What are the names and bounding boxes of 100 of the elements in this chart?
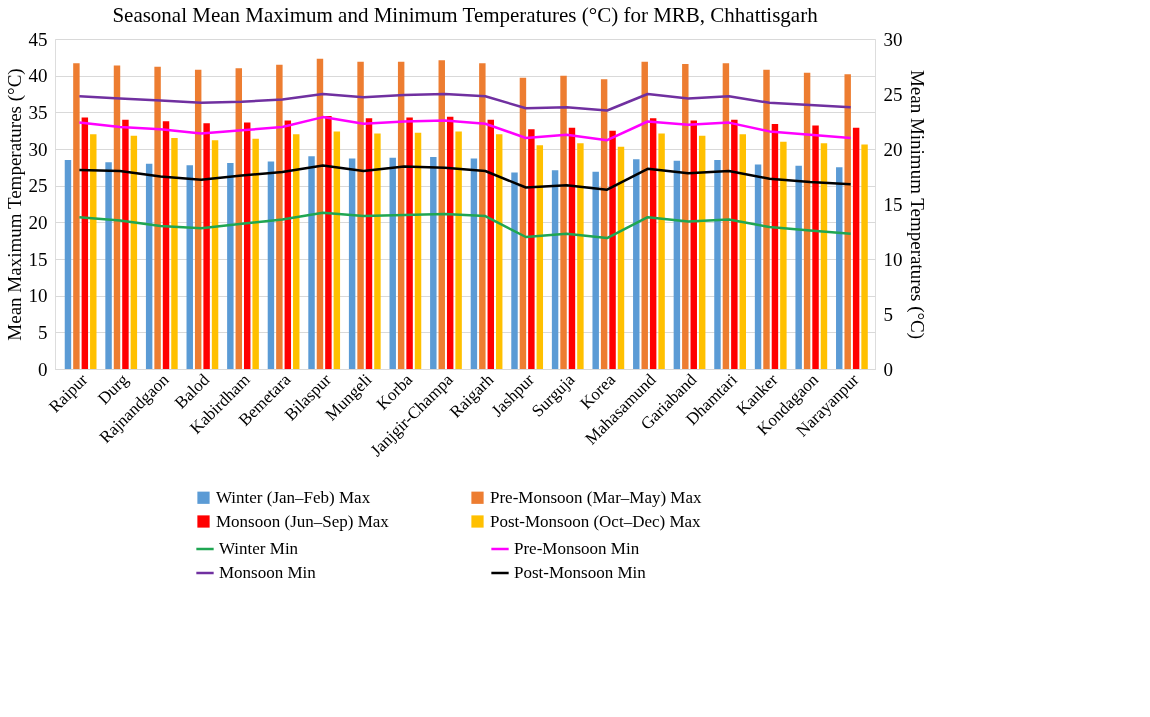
bar: [211, 140, 219, 369]
bar: [130, 135, 138, 369]
y2-tick-label: 15: [883, 193, 903, 215]
y2-tick-label: 30: [883, 28, 903, 50]
bar: [495, 134, 503, 369]
bar: [592, 171, 599, 369]
bar: [649, 118, 657, 369]
bar: [487, 119, 495, 369]
bar: [430, 157, 437, 369]
y-tick-label: 5: [38, 321, 48, 343]
bar: [771, 124, 779, 369]
bar: [90, 134, 97, 369]
y2-tick-label: 0: [883, 358, 893, 380]
y-tick-label: 35: [28, 101, 48, 123]
bar: [600, 79, 608, 369]
y2-tick-label: 10: [883, 248, 903, 270]
bar: [171, 138, 178, 369]
bar: [852, 127, 860, 369]
y-tick-label: 20: [28, 211, 48, 233]
bar: [162, 121, 170, 369]
y-axis-title: Mean Maximum Temperatures (°C): [3, 68, 26, 341]
legend-label: Winter (Jan–Feb) Max: [216, 487, 371, 507]
bar: [528, 129, 535, 369]
legend-label: Post-Monsoon Min: [514, 563, 647, 582]
bar: [267, 161, 275, 369]
line-series: [78, 92, 852, 112]
chart-title: Seasonal Mean Maximum and Minimum Temperatures (°C) for MRB, Chhattisgarh: [112, 3, 819, 27]
bar: [641, 61, 648, 369]
bar: [763, 69, 770, 369]
bar: [293, 134, 300, 369]
bar: [803, 72, 811, 369]
bar: [690, 120, 697, 369]
bar: [73, 63, 80, 369]
y-tick-label: 40: [28, 65, 48, 87]
bar: [325, 116, 332, 369]
bar: [389, 157, 396, 369]
bar: [568, 127, 576, 369]
bar: [64, 160, 72, 369]
bar: [397, 61, 405, 369]
bar: [560, 75, 567, 369]
bar: [235, 68, 243, 369]
bar: [252, 138, 259, 369]
bar: [722, 63, 730, 369]
bar: [754, 164, 762, 369]
y-tick-label: 15: [28, 248, 48, 270]
bar: [81, 117, 89, 369]
y2-tick-label: 25: [883, 83, 903, 105]
bar: [658, 133, 665, 369]
bar: [227, 162, 234, 369]
legend-label: Pre-Monsoon (Mar–May) Max: [490, 487, 703, 507]
bar: [414, 132, 422, 369]
bar: [374, 133, 381, 369]
y2-tick-label: 5: [883, 303, 893, 325]
y-tick-label: 30: [28, 138, 48, 160]
bar: [714, 160, 721, 369]
bar: [154, 66, 161, 369]
y-tick-label: 25: [28, 175, 48, 197]
bar: [105, 162, 112, 369]
legend-label: Monsoon Min: [219, 563, 317, 582]
line-series: [78, 115, 852, 142]
bar: [861, 144, 868, 369]
legend-label: Pre-Monsoon Min: [514, 539, 640, 558]
bar: [357, 61, 364, 369]
bar: [617, 146, 625, 369]
bar: [276, 64, 283, 369]
y-tick-label: 45: [28, 28, 48, 50]
bar: [145, 163, 153, 369]
bar: [836, 167, 843, 369]
bar: [438, 60, 445, 369]
y2-axis-title: Mean Minimum Temperatures (°C): [905, 69, 928, 340]
y-tick-label: 0: [38, 358, 48, 380]
bar: [122, 119, 129, 369]
bar: [536, 145, 544, 369]
bar: [698, 135, 706, 369]
bar: [844, 74, 851, 369]
bar: [795, 165, 802, 369]
bar: [186, 165, 193, 369]
bar: [731, 119, 738, 369]
bar: [739, 134, 747, 369]
bar: [511, 172, 518, 369]
legend-label: Winter Min: [219, 539, 299, 558]
bar: [333, 131, 341, 369]
bar: [365, 118, 373, 369]
line-series: [78, 164, 852, 191]
bar: [633, 159, 640, 369]
bar: [243, 122, 251, 369]
bar: [203, 123, 210, 369]
bar: [308, 156, 315, 369]
bar: [470, 158, 478, 369]
bar: [479, 63, 486, 369]
bar: [577, 143, 584, 369]
bar: [446, 116, 454, 369]
bar: [673, 160, 681, 369]
bar: [551, 170, 559, 369]
bar: [780, 141, 787, 369]
bar: [113, 65, 121, 369]
legend-label: Post-Monsoon (Oct–Dec) Max: [490, 511, 702, 531]
y2-tick-label: 20: [883, 138, 903, 160]
line-series: [78, 211, 852, 240]
bar: [316, 58, 324, 369]
